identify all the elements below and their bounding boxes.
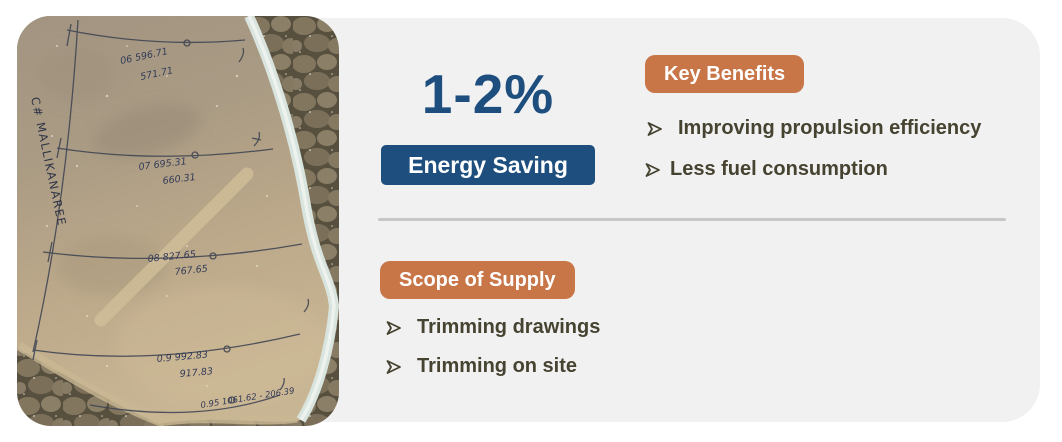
speckles bbox=[46, 45, 268, 387]
station-08-line1: 08 827.65 bbox=[147, 249, 196, 265]
energy-saving-label: Energy Saving bbox=[381, 145, 595, 185]
station-08-line2: 767.65 bbox=[174, 264, 208, 278]
blade-edge-highlight bbox=[247, 16, 336, 421]
scope-item: Trimming on site bbox=[386, 355, 577, 378]
station-07-line2: 660.31 bbox=[162, 172, 196, 187]
arrow-bullet-icon bbox=[386, 320, 402, 336]
station-09-line1: 0.9 992.83 bbox=[156, 350, 208, 365]
benefit-item: Improving propulsion efficiency bbox=[647, 117, 981, 140]
key-benefits-badge: Key Benefits bbox=[645, 55, 805, 93]
arrow-bullet-icon bbox=[645, 162, 661, 178]
measurement-lines bbox=[32, 19, 310, 414]
arrow-bullet-icon bbox=[386, 359, 402, 375]
propeller-photo-art: 06 596.71 571.71 07 695.31 660.31 08 827… bbox=[17, 16, 339, 426]
scope-of-supply-badge: Scope of Supply bbox=[380, 261, 575, 299]
stat-value: 1-2% bbox=[421, 63, 555, 125]
scope-item-label: Trimming drawings bbox=[417, 316, 601, 338]
propeller-blade-photo: 06 596.71 571.71 07 695.31 660.31 08 827… bbox=[17, 16, 339, 426]
benefit-item-label: Less fuel consumption bbox=[670, 158, 888, 180]
section-divider bbox=[378, 218, 1006, 221]
tape-band bbox=[94, 167, 254, 327]
scope-item: Trimming drawings bbox=[386, 316, 600, 339]
arrow-bullet-icon bbox=[647, 121, 663, 137]
benefit-item-label: Improving propulsion efficiency bbox=[678, 117, 982, 139]
station-09-line2: 917.83 bbox=[179, 366, 213, 380]
benefit-item: Less fuel consumption bbox=[645, 158, 888, 181]
bottom-edge-bevel bbox=[17, 342, 298, 426]
scope-item-label: Trimming on site bbox=[417, 355, 578, 377]
